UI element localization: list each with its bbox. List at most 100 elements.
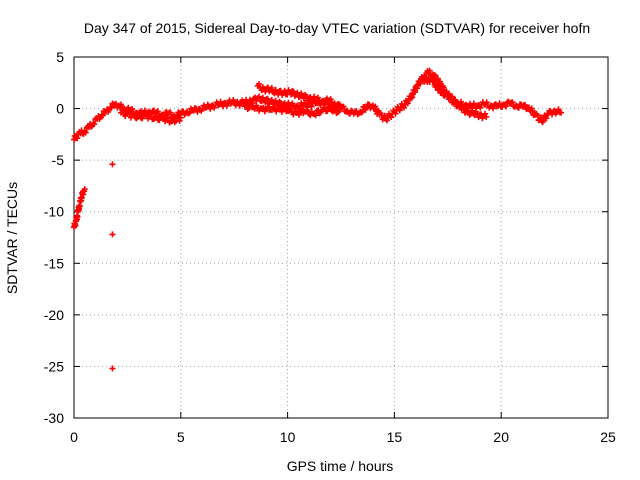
data-point xyxy=(81,186,88,193)
axis-ticks: 0 5 10 15 20 25 5 0 -5 -10 -15 -20 -25 -30 xyxy=(44,49,616,445)
data-point xyxy=(417,80,424,87)
y-tick-label: -10 xyxy=(44,204,64,220)
data-point xyxy=(522,102,529,109)
outlier-point xyxy=(109,365,116,372)
data-point xyxy=(108,104,115,111)
data-points xyxy=(71,67,565,372)
x-tick-label: 25 xyxy=(600,429,616,445)
y-tick-label: -25 xyxy=(44,358,64,374)
data-point xyxy=(448,94,455,101)
data-point xyxy=(496,100,503,107)
data-point xyxy=(91,120,98,127)
data-point xyxy=(555,106,562,113)
data-point xyxy=(268,107,275,114)
data-point xyxy=(90,120,97,127)
data-point xyxy=(451,99,458,106)
x-tick-label: 20 xyxy=(493,429,509,445)
data-point xyxy=(129,105,136,112)
data-point xyxy=(98,111,105,118)
data-point xyxy=(74,135,81,142)
data-point xyxy=(312,112,319,119)
data-point xyxy=(388,114,395,121)
data-point xyxy=(403,99,410,106)
y-axis-label: SDTVAR / TECUs xyxy=(4,182,20,294)
data-point xyxy=(392,110,399,117)
y-tick-label: 0 xyxy=(56,101,64,117)
data-point xyxy=(483,99,490,106)
data-point xyxy=(534,112,541,119)
data-point xyxy=(177,114,184,121)
data-point xyxy=(287,105,294,112)
chart-title: Day 347 of 2015, Sidereal Day-to-day VTE… xyxy=(84,20,590,36)
data-point xyxy=(207,105,214,112)
data-point xyxy=(529,107,536,114)
data-point xyxy=(430,77,437,84)
data-point xyxy=(167,109,174,116)
x-tick-label: 5 xyxy=(177,429,185,445)
data-point xyxy=(255,80,262,87)
data-point xyxy=(502,103,509,110)
data-point xyxy=(264,103,271,110)
data-point xyxy=(477,104,484,111)
data-point xyxy=(543,115,550,122)
data-point xyxy=(117,101,124,108)
y-tick-label: -5 xyxy=(52,152,65,168)
data-point xyxy=(362,106,369,113)
data-point xyxy=(372,103,379,110)
y-tick-label: -30 xyxy=(44,410,64,426)
data-point xyxy=(130,110,137,117)
data-point xyxy=(164,115,171,122)
y-tick-label: -15 xyxy=(44,255,64,271)
outlier-point xyxy=(109,231,116,238)
data-point xyxy=(412,89,419,96)
data-point xyxy=(147,111,154,118)
plot-frame xyxy=(73,56,609,419)
y-tick-label: 5 xyxy=(56,49,64,65)
x-tick-label: 15 xyxy=(387,429,403,445)
data-point xyxy=(162,118,169,125)
data-point xyxy=(74,213,81,220)
data-point xyxy=(304,106,311,113)
x-tick-label: 10 xyxy=(280,429,296,445)
data-point xyxy=(255,93,262,100)
data-point xyxy=(223,102,230,109)
data-point xyxy=(236,102,243,109)
data-point xyxy=(381,112,388,119)
data-point xyxy=(452,98,459,105)
data-point xyxy=(327,98,334,105)
data-point xyxy=(396,107,403,114)
data-point xyxy=(230,97,237,104)
data-point xyxy=(509,99,516,106)
data-point xyxy=(99,112,106,119)
data-point xyxy=(490,105,497,112)
data-point xyxy=(426,67,433,74)
data-point xyxy=(119,107,126,114)
data-point xyxy=(404,100,411,107)
data-point xyxy=(295,111,302,118)
data-point xyxy=(321,104,328,111)
x-tick-label: 0 xyxy=(70,429,78,445)
data-point xyxy=(401,104,408,111)
data-point xyxy=(273,108,280,115)
data-point xyxy=(122,113,129,120)
data-point xyxy=(515,104,522,111)
data-point xyxy=(359,108,366,115)
data-point xyxy=(558,109,565,116)
data-point xyxy=(335,108,342,115)
data-point xyxy=(483,113,490,120)
y-tick-label: -20 xyxy=(44,307,64,323)
data-point xyxy=(139,115,146,122)
data-point xyxy=(332,105,339,112)
data-point xyxy=(82,129,89,136)
x-axis-label: GPS time / hours xyxy=(287,458,394,474)
data-point xyxy=(88,123,95,130)
data-point xyxy=(358,109,365,116)
data-point xyxy=(78,127,85,134)
data-point xyxy=(262,99,269,106)
data-point xyxy=(154,108,161,115)
data-point xyxy=(439,87,446,94)
outlier-point xyxy=(109,161,116,168)
data-point xyxy=(281,104,288,111)
data-point xyxy=(308,103,315,110)
